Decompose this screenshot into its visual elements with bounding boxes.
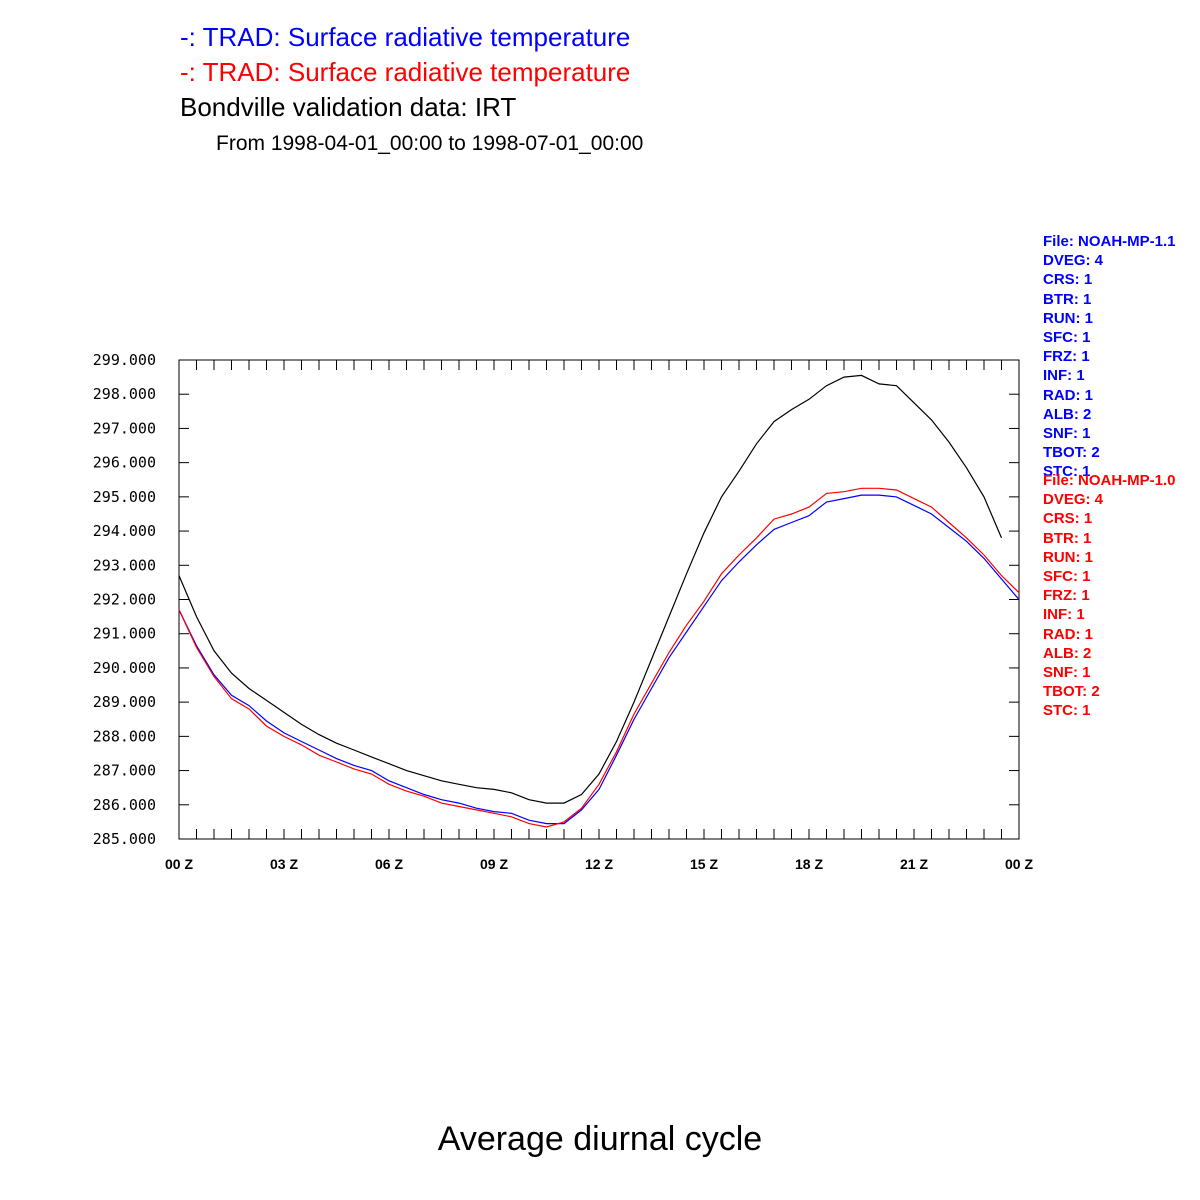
x-tick-label: 15 Z <box>690 856 718 872</box>
y-tick-label: 291.000 <box>93 625 156 643</box>
plot-frame <box>178 359 1020 840</box>
config-line: INF: 1 <box>1043 367 1085 385</box>
config-line: DVEG: 4 <box>1043 491 1104 509</box>
y-tick-label: 297.000 <box>93 419 156 437</box>
y-tick-label: 288.000 <box>93 727 156 745</box>
config-line: INF: 1 <box>1043 606 1085 624</box>
config-line: RUN: 1 <box>1043 548 1094 566</box>
config-line: TBOT: 2 <box>1043 683 1100 701</box>
config-line: CRS: 1 <box>1043 510 1093 528</box>
y-tick-label: 295.000 <box>93 488 156 506</box>
chart-caption: Average diurnal cycle <box>437 1120 763 1158</box>
legend-title-red: -: TRAD: Surface radiative temperature <box>180 57 631 87</box>
x-tick-label: 06 Z <box>375 856 403 872</box>
x-tick-label: 09 Z <box>480 856 508 872</box>
y-tick-label: 289.000 <box>93 693 156 711</box>
validation-title: Bondville validation data: IRT <box>180 92 517 122</box>
config-line: RAD: 1 <box>1043 625 1094 643</box>
series-line-noahmp-1-0 <box>178 487 1020 828</box>
config-line: RUN: 1 <box>1043 309 1094 327</box>
config-line: BTR: 1 <box>1043 529 1092 547</box>
config-line: CRS: 1 <box>1043 271 1093 289</box>
series-line-observed <box>178 374 1003 804</box>
config-line: FRZ: 1 <box>1043 348 1090 366</box>
config-line: File: NOAH-MP-1.1 <box>1043 233 1176 250</box>
config-line: ALB: 2 <box>1043 405 1092 423</box>
config-line: DVEG: 4 <box>1043 252 1104 270</box>
config-line: STC: 1 <box>1043 463 1091 481</box>
config-line: SNF: 1 <box>1043 425 1091 443</box>
series-line-noahmp-1-1 <box>178 494 1020 825</box>
y-tick-label: 285.000 <box>93 830 156 848</box>
y-tick-label: 296.000 <box>93 454 156 472</box>
config-line: SNF: 1 <box>1043 664 1091 682</box>
x-tick-label: 00 Z <box>165 856 193 872</box>
config-line: RAD: 1 <box>1043 386 1094 404</box>
y-tick-label: 290.000 <box>93 659 156 677</box>
config-line: ALB: 2 <box>1043 644 1092 662</box>
y-tick-label: 293.000 <box>93 556 156 574</box>
y-tick-label: 298.000 <box>93 385 156 403</box>
y-tick-label: 292.000 <box>93 591 156 609</box>
config-line: SFC: 1 <box>1043 329 1091 347</box>
config-line: File: NOAH-MP-1.0 <box>1043 472 1176 489</box>
y-tick-label: 299.000 <box>93 351 156 369</box>
y-tick-label: 286.000 <box>93 796 156 814</box>
x-tick-label: 12 Z <box>585 856 613 872</box>
y-tick-label: 294.000 <box>93 522 156 540</box>
run-config-red: File: NOAH-MP-1.0 DVEG: 4 CRS: 1 BTR: 1 RUN:… <box>1043 471 1176 721</box>
config-line: BTR: 1 <box>1043 290 1092 308</box>
date-range-subtitle: From 1998-04-01_00:00 to 1998-07-01_00:0… <box>216 132 644 155</box>
config-line: FRZ: 1 <box>1043 587 1090 605</box>
legend-title-blue: -: TRAD: Surface radiative temperature <box>180 22 631 52</box>
config-line: SFC: 1 <box>1043 568 1091 586</box>
config-line: STC: 1 <box>1043 702 1091 720</box>
x-tick-label: 03 Z <box>270 856 298 872</box>
config-line: TBOT: 2 <box>1043 444 1100 462</box>
x-tick-label: 21 Z <box>900 856 928 872</box>
y-tick-label: 287.000 <box>93 762 156 780</box>
x-tick-label: 00 Z <box>1005 856 1033 872</box>
x-tick-label: 18 Z <box>795 856 823 872</box>
run-config-blue: File: NOAH-MP-1.1 DVEG: 4 CRS: 1 BTR: 1 RUN:… <box>1043 232 1176 482</box>
